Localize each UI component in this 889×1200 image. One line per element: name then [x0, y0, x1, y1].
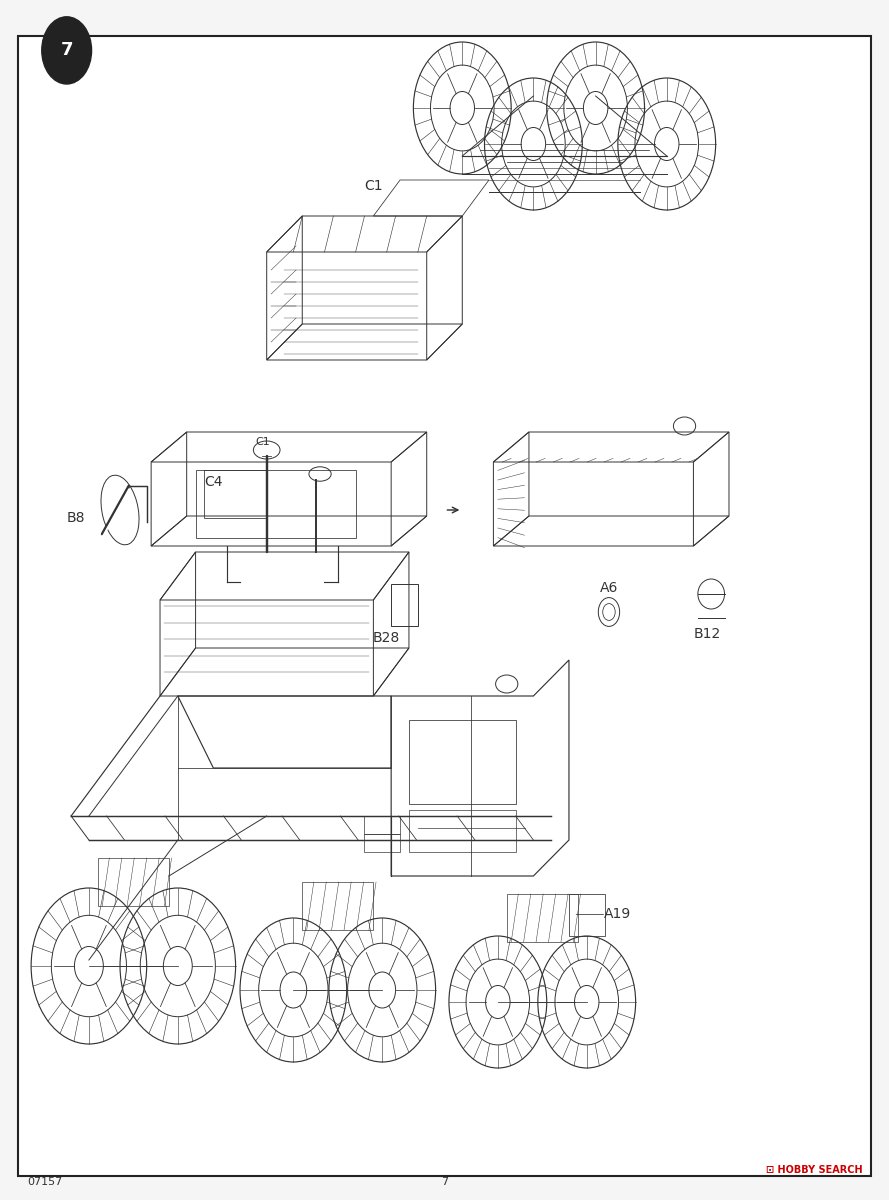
Text: B28: B28 — [373, 631, 400, 646]
Text: A19: A19 — [605, 907, 631, 922]
Bar — [409, 810, 516, 852]
Bar — [409, 720, 516, 804]
Text: B12: B12 — [693, 626, 720, 641]
Bar — [364, 816, 400, 834]
Text: ⊡ HOBBY SEARCH: ⊡ HOBBY SEARCH — [765, 1165, 862, 1175]
Bar — [391, 584, 418, 626]
Bar — [507, 894, 578, 942]
Text: B8: B8 — [67, 511, 84, 526]
Bar — [204, 470, 267, 518]
Text: 7: 7 — [441, 1177, 448, 1187]
Text: 7: 7 — [60, 41, 73, 59]
Text: 07157: 07157 — [27, 1177, 62, 1187]
Bar — [98, 858, 169, 906]
Text: C1: C1 — [255, 437, 269, 446]
Text: C4: C4 — [204, 475, 222, 490]
Text: C1: C1 — [364, 179, 382, 193]
Bar — [364, 834, 400, 852]
Bar — [302, 882, 373, 930]
Text: A6: A6 — [600, 581, 618, 595]
Circle shape — [42, 17, 92, 84]
